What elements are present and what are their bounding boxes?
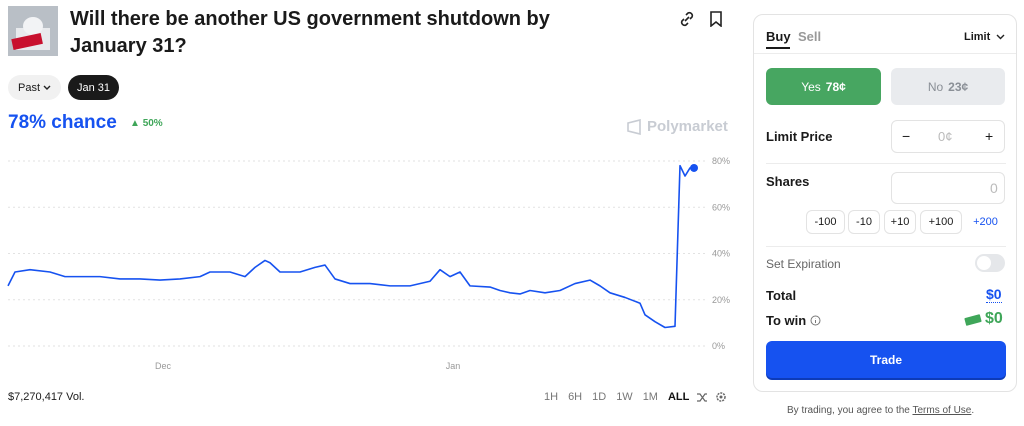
brand-watermark: Polymarket [626, 118, 728, 135]
filter-label: Past [17, 81, 40, 94]
y-tick-label: 60% [712, 202, 730, 212]
divider [754, 53, 1016, 54]
y-tick-label: 20% [712, 295, 730, 305]
divider [766, 163, 1006, 164]
chevron [43, 85, 51, 90]
outcome-label: No [927, 79, 944, 94]
terms-end: . [971, 405, 975, 416]
order-type-label: Limit [964, 31, 991, 43]
toggle-knob [977, 256, 991, 270]
to-win-label: To win [766, 313, 807, 328]
chance-change: ▲ 50% [130, 118, 163, 129]
shares-value: 0 [990, 180, 998, 196]
y-tick-label: 0% [712, 341, 725, 351]
limit-price-value: 0¢ [938, 129, 953, 144]
limit-price-input[interactable] [891, 120, 1005, 153]
brand-name: Polymarket [647, 118, 728, 135]
up-arrow: ▲ [130, 118, 140, 129]
market-title: Will there be another US government shut… [70, 8, 550, 57]
share-chip[interactable]: +10 [884, 210, 916, 234]
share-chip[interactable]: -100 [806, 210, 845, 234]
price-line [7, 164, 694, 329]
shares-label: Shares [766, 174, 810, 189]
yes-button[interactable]: Yes 78¢ [766, 68, 881, 105]
range-button[interactable]: 1D [592, 391, 607, 403]
shuffle-icon[interactable] [696, 391, 708, 403]
range-button[interactable]: 1W [616, 391, 633, 403]
settings-icon[interactable] [715, 391, 727, 403]
sell-tab[interactable]: Sell [798, 29, 822, 44]
money-icon [964, 314, 982, 326]
date-filter[interactable]: Jan 31 [68, 75, 119, 100]
range-button[interactable]: 1H [544, 391, 559, 403]
increment[interactable]: + [985, 128, 994, 144]
divider [766, 246, 1006, 247]
decrement[interactable]: − [902, 128, 911, 144]
no-button[interactable]: No 23¢ [891, 68, 1005, 105]
to-win-value: $0 [985, 310, 1003, 327]
trade-panel [753, 14, 1017, 392]
trade-button[interactable]: Trade [766, 341, 1006, 378]
range-button[interactable]: 6H [568, 391, 583, 403]
order-type[interactable]: Limit [964, 31, 1005, 43]
buy-tab[interactable]: Buy [766, 29, 791, 44]
total-value: $0 [986, 286, 1002, 303]
x-tick-label: Dec [155, 361, 172, 371]
share-chip[interactable]: +100 [920, 210, 962, 234]
outcome-label: Yes [801, 79, 821, 94]
outcome-price: 78¢ [825, 79, 846, 94]
chevron [996, 34, 1005, 40]
last-point [690, 163, 698, 172]
brand-logo [627, 118, 641, 135]
x-tick-label: Jan [446, 361, 461, 371]
share-chip[interactable]: -10 [848, 210, 880, 234]
link-icon[interactable] [679, 11, 695, 27]
past-filter[interactable]: Past [8, 75, 61, 100]
market-thumbnail [8, 6, 58, 56]
share-chip[interactable]: +200 [973, 216, 998, 228]
expiration-label: Set Expiration [766, 257, 841, 271]
price-chart: 0% 20% 40% 60% 80% Dec Jan [7, 156, 730, 371]
chance-label: 78% chance [8, 112, 117, 133]
total-label: Total [766, 288, 797, 303]
terms-link[interactable]: Terms of Use [912, 405, 972, 416]
expiration-toggle[interactable] [975, 254, 1005, 272]
change-value: 50% [142, 118, 163, 129]
shares-input[interactable] [891, 172, 1005, 204]
y-tick-label: 80% [712, 156, 730, 166]
terms-note: By trading, you agree to the Terms of Us… [787, 405, 974, 416]
range-selector: 1H 6H 1D 1W 1M ALL [544, 391, 689, 403]
range-button[interactable]: ALL [667, 391, 690, 403]
tab-underline [766, 47, 790, 49]
limit-price-label: Limit Price [766, 129, 833, 144]
bookmark-icon[interactable] [709, 11, 723, 27]
terms-text: By trading, you agree to the [787, 405, 913, 416]
info-icon[interactable] [810, 315, 821, 326]
outcome-price: 23¢ [948, 79, 969, 94]
to-win: To win [766, 313, 821, 328]
range-button[interactable]: 1M [642, 391, 658, 403]
volume: $7,270,417 Vol. [8, 391, 85, 403]
y-tick-label: 40% [712, 249, 730, 259]
